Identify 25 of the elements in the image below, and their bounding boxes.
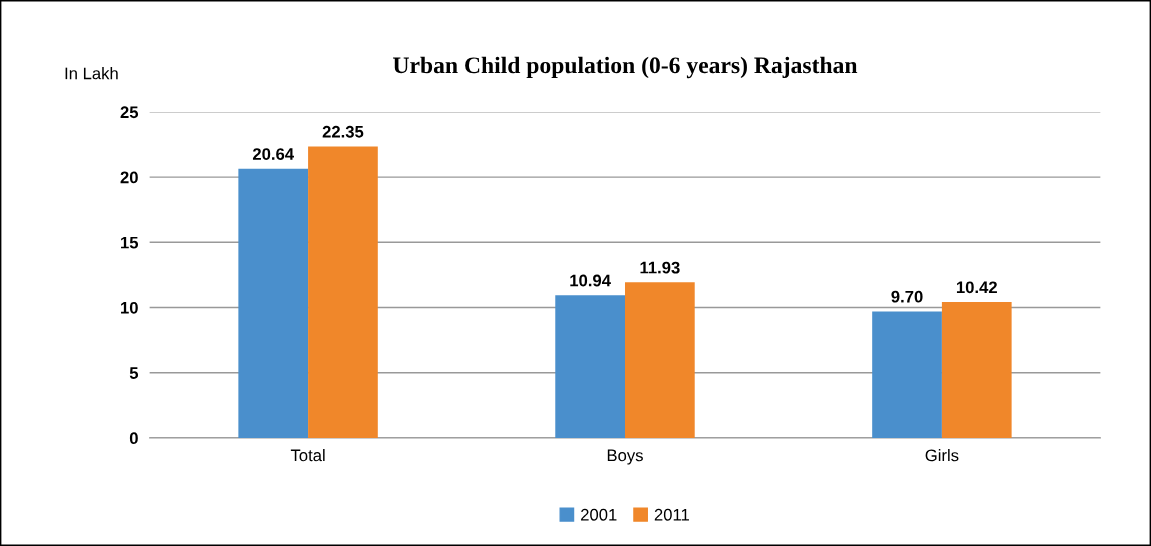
- bar: [872, 311, 942, 438]
- x-tick-label: Boys: [607, 449, 643, 465]
- bar: [624, 282, 695, 438]
- y-tick-label: 10: [121, 301, 138, 314]
- data-label: 20.64: [252, 148, 294, 160]
- chart-title: Urban Child population (0-6 years) Rajasthan: [393, 56, 858, 79]
- x-tick-label: Total: [290, 449, 325, 462]
- data-label: 10.42: [956, 281, 997, 294]
- bar: [238, 168, 309, 438]
- y-tick-label: 15: [121, 236, 139, 249]
- legend-label: 2011: [654, 508, 689, 521]
- y-tick-label: 20: [120, 171, 138, 184]
- y-tick-label: 5: [129, 367, 139, 379]
- y-axis-title: In Lakh: [65, 67, 118, 80]
- bar: [555, 295, 625, 438]
- y-tick-label: 25: [120, 106, 139, 119]
- y-tick-label: 0: [129, 432, 138, 445]
- data-label: 9.70: [891, 290, 923, 303]
- data-label: 11.93: [640, 261, 680, 274]
- data-label: 22.35: [322, 125, 364, 138]
- legend-label: 2001: [581, 508, 617, 521]
- bar: [308, 146, 378, 438]
- bar: [941, 302, 1012, 438]
- data-label: 10.94: [570, 274, 611, 287]
- x-tick-label: Girls: [925, 449, 959, 462]
